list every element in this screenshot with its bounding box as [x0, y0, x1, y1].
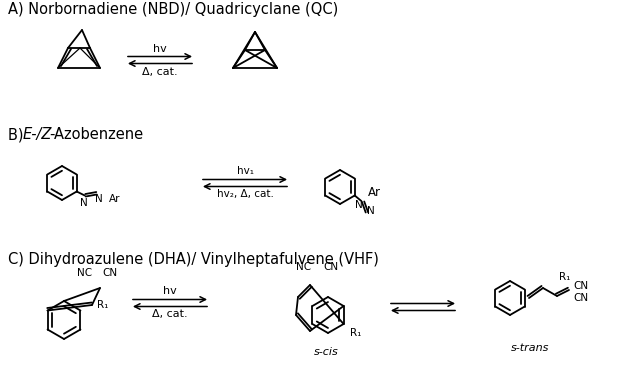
Text: NC: NC [296, 262, 311, 272]
Text: A) Norbornadiene (NBD)/ Quadricyclane (QC): A) Norbornadiene (NBD)/ Quadricyclane (Q… [8, 2, 339, 17]
Text: hv₂, Δ, cat.: hv₂, Δ, cat. [216, 189, 273, 200]
Text: Δ, cat.: Δ, cat. [142, 66, 178, 76]
Text: R₁: R₁ [559, 272, 570, 282]
Text: CN: CN [102, 268, 117, 278]
Text: CN: CN [573, 293, 588, 303]
Text: hv: hv [153, 44, 167, 54]
Text: Ar: Ar [368, 186, 381, 198]
Text: CN: CN [323, 262, 338, 272]
Text: B): B) [8, 127, 28, 142]
Text: N: N [355, 200, 363, 210]
Text: N: N [80, 198, 87, 207]
Text: Ar: Ar [108, 195, 120, 204]
Text: hv₁: hv₁ [236, 166, 254, 177]
Text: hv: hv [163, 286, 177, 297]
Text: N: N [367, 206, 374, 216]
Text: R₁: R₁ [350, 328, 361, 338]
Text: s-trans: s-trans [511, 343, 549, 353]
Text: C) Dihydroazulene (DHA)/ Vinylheptafulvene (VHF): C) Dihydroazulene (DHA)/ Vinylheptafulve… [8, 252, 379, 267]
Text: -Azobenzene: -Azobenzene [49, 127, 143, 142]
Text: N: N [95, 195, 102, 204]
Text: R₁: R₁ [97, 300, 108, 310]
Text: Δ, cat.: Δ, cat. [152, 309, 188, 320]
Text: E-/Z: E-/Z [23, 127, 52, 142]
Text: CN: CN [573, 281, 588, 291]
Text: s-cis: s-cis [314, 347, 339, 357]
Text: NC: NC [77, 268, 92, 278]
